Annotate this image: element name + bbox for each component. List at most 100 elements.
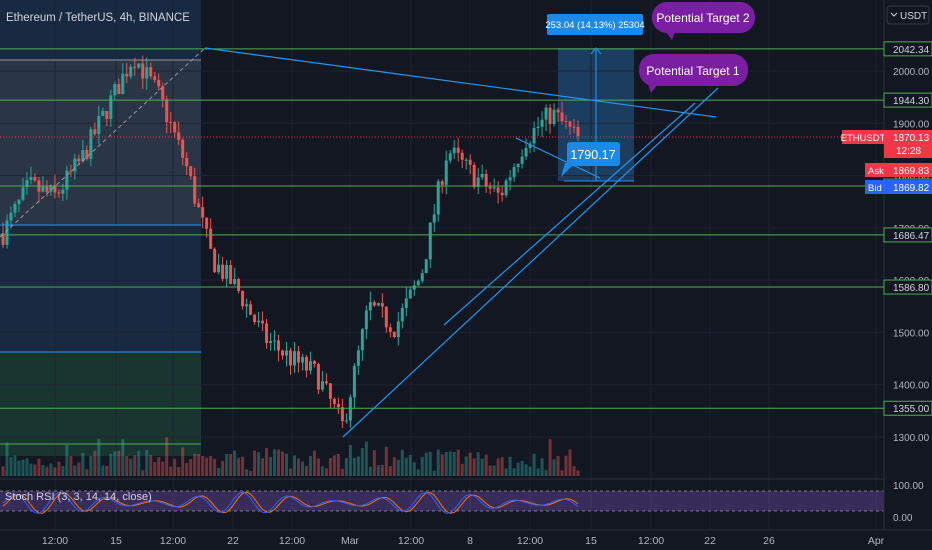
volume-bar <box>81 452 85 476</box>
volume-bar <box>249 470 253 476</box>
candle-body <box>133 66 137 68</box>
time-tick-label: 12:00 <box>279 535 305 547</box>
volume-bar <box>392 457 396 476</box>
trendlines[interactable] <box>0 47 719 445</box>
level-tag <box>883 41 932 57</box>
candle-body <box>312 361 316 365</box>
flag-upper-line[interactable] <box>515 137 601 179</box>
candle-body <box>221 264 225 279</box>
time-axis[interactable]: 12:00 15 12:00 22 12:00 Mar 12:00 8 12:00 15 12:00… <box>0 529 932 550</box>
candle-body <box>13 204 17 213</box>
target-1-callout[interactable] <box>639 54 748 86</box>
time-tick-label: 12:00 <box>398 535 424 547</box>
candle-body <box>173 122 177 133</box>
volume-bar <box>480 458 484 476</box>
annotations[interactable]: 253.04 (14.13%) 25304 Potential Target 2… <box>545 2 755 177</box>
volume-bar <box>169 466 173 476</box>
volume-bar <box>41 464 45 476</box>
volume-bar <box>504 468 508 476</box>
volume-bar <box>97 439 101 476</box>
time-tick-label: 15 <box>585 535 597 547</box>
candle-body <box>536 126 540 129</box>
volume-bar <box>285 453 289 476</box>
volume-bar <box>217 468 221 476</box>
candle-body <box>496 187 500 193</box>
candle-body <box>344 420 348 422</box>
volume-bar <box>265 448 269 476</box>
candle-body <box>213 248 217 273</box>
horizontal-levels[interactable] <box>0 48 884 409</box>
price-axis[interactable]: 2000.001900.001800.001700.001600.001500.… <box>841 0 932 530</box>
volume-bar <box>173 458 177 476</box>
volume-bar <box>141 470 145 476</box>
candle-body <box>472 164 476 187</box>
time-tick-label: 12:00 <box>160 535 186 547</box>
ask-price: 1869.83 <box>893 166 930 177</box>
target-2-callout[interactable] <box>652 2 755 33</box>
oscillator-title: Stoch RSI (3, 3, 14, 14, close) <box>5 491 152 503</box>
candle-body <box>516 163 520 168</box>
candle-body <box>308 361 312 371</box>
volume-bar <box>560 470 564 476</box>
volume-bar <box>73 465 77 476</box>
volume-bar <box>77 462 81 476</box>
volume-bar <box>556 455 560 476</box>
price-tick-label: 1300.00 <box>893 433 930 444</box>
volume-bar <box>33 464 37 476</box>
candle-body <box>352 365 356 398</box>
candle-body <box>29 177 33 180</box>
volume-bar <box>237 457 241 476</box>
volume-bar <box>512 468 516 476</box>
candle-body <box>508 177 512 181</box>
volume-bar <box>500 457 504 476</box>
ask-tag <box>865 163 885 177</box>
candle-body <box>356 350 360 366</box>
candle-body <box>185 157 189 167</box>
volume-bar <box>388 466 392 476</box>
volume-bar <box>281 451 285 476</box>
candle-body <box>33 177 37 181</box>
volume-bar <box>312 450 316 476</box>
volume-bar <box>241 456 245 476</box>
volume-bar <box>516 462 520 476</box>
target-2-label: Potential Target 2 <box>656 11 750 25</box>
volume-bar <box>528 466 532 476</box>
range-measure-text: 253.04 (14.13%) 25304 <box>545 20 644 31</box>
volume-bar <box>520 460 524 476</box>
candle-body <box>348 397 352 421</box>
price-tag-callout[interactable] <box>567 142 620 166</box>
volume-bar <box>464 456 468 476</box>
level-tag <box>883 400 932 416</box>
volume-bar <box>189 459 193 476</box>
volume-bar <box>133 455 137 476</box>
range-box-lower <box>0 352 201 456</box>
volume-bar <box>13 455 17 476</box>
currency-button[interactable] <box>886 5 930 25</box>
candle-body <box>205 217 209 229</box>
last-price-tag <box>884 130 932 158</box>
candle-body <box>89 129 93 159</box>
candle-body <box>265 323 269 343</box>
currency-label: USDT <box>900 11 927 22</box>
resistance-trendline[interactable] <box>204 47 717 118</box>
support-trendline-outer[interactable] <box>342 87 719 438</box>
support-trendline-inner[interactable] <box>443 102 696 326</box>
candle-body <box>504 180 508 196</box>
volume-bar <box>376 465 380 476</box>
volume-bar <box>400 449 404 476</box>
candle-body <box>229 265 233 284</box>
time-tick-label: Mar <box>341 535 360 547</box>
range-measure-box[interactable] <box>547 14 643 35</box>
price-tick-label: 1900.00 <box>893 119 930 130</box>
candle-body <box>69 170 73 172</box>
volume-bar <box>492 465 496 476</box>
stoch-rsi-pane[interactable]: Stoch RSI (3, 3, 14, 14, close) <box>0 478 932 514</box>
candle-body <box>544 107 548 120</box>
target-1-callout-tail <box>648 84 658 93</box>
volume-bar <box>436 449 440 476</box>
candle-body <box>524 148 528 157</box>
volume-bar <box>49 463 53 476</box>
candle-body <box>360 329 364 351</box>
volume-bar <box>424 452 428 476</box>
